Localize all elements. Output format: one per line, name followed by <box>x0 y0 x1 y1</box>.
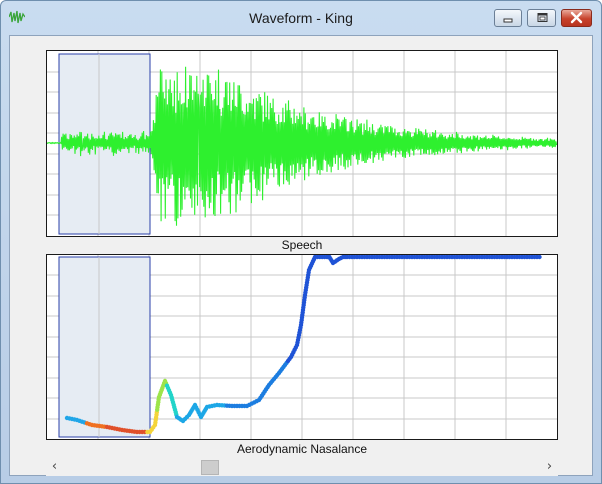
nasalance-point <box>537 255 542 260</box>
nasalance-label: Aerodynamic Nasalance <box>236 442 368 456</box>
nasalance-chart[interactable] <box>47 255 557 439</box>
minimize-icon <box>503 18 513 23</box>
speech-waveform-trace <box>47 66 557 226</box>
speech-label: Speech <box>281 238 323 252</box>
title-bar[interactable]: Waveform - King <box>1 1 601 35</box>
maximize-button[interactable] <box>527 9 556 27</box>
maximize-icon <box>537 13 548 22</box>
nasalance-trace <box>64 255 542 435</box>
speech-panel[interactable] <box>46 50 558 237</box>
close-button[interactable] <box>561 9 592 27</box>
window-title: Waveform - King <box>249 10 353 26</box>
close-icon <box>570 11 583 24</box>
nasalance-panel[interactable] <box>46 254 558 440</box>
scrollbar-thumb[interactable] <box>201 460 219 475</box>
waveform-icon[interactable] <box>8 10 26 24</box>
horizontal-scrollbar[interactable]: ‹ › <box>46 459 558 476</box>
scroll-right-arrow-icon[interactable]: › <box>546 459 553 474</box>
waveform-client-area: Speech Aerodynamic Nasalance ‹ › <box>9 35 593 476</box>
scroll-left-arrow-icon[interactable]: ‹ <box>51 459 58 474</box>
speech-waveform-chart[interactable] <box>47 51 557 236</box>
minimize-button[interactable] <box>494 9 522 27</box>
nasalance-selection-region[interactable] <box>58 256 151 438</box>
